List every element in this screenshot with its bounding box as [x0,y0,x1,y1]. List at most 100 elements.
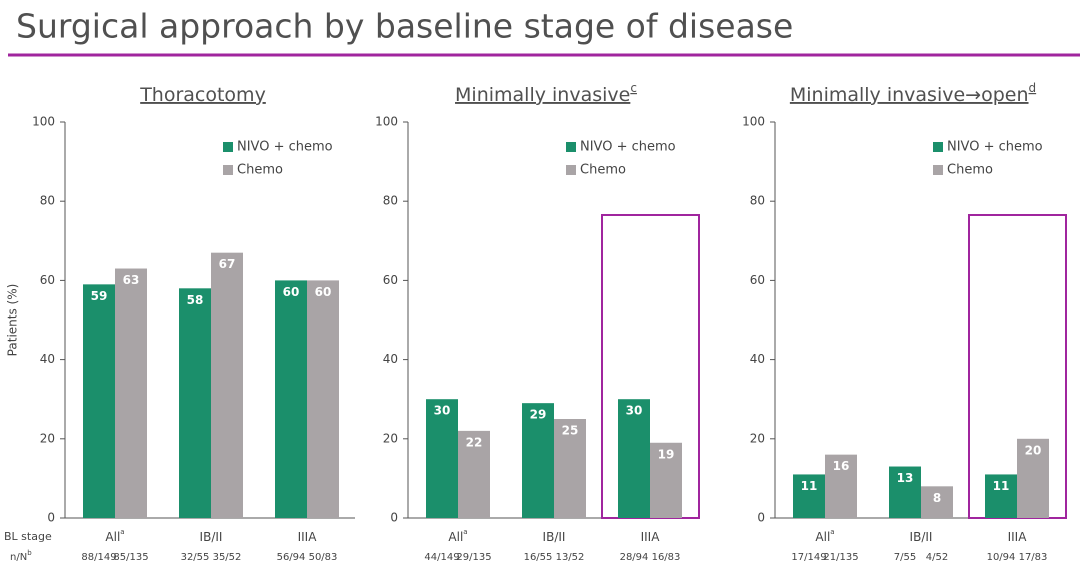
count-label: 13/52 [556,552,585,563]
legend-label: NIVO + chemo [580,140,676,155]
value-label: 59 [91,289,108,303]
y-tick-label: 20 [383,431,398,445]
value-label: 20 [1025,443,1042,457]
y-tick-label: 40 [383,352,398,366]
bar [83,284,115,518]
panel-title-text: Thoracotomy [139,84,266,106]
count-label: 10/94 [987,552,1016,563]
y-tick-label: 40 [750,352,765,366]
value-label: 60 [283,285,300,299]
bar [921,486,953,518]
value-label: 58 [187,293,204,307]
y-tick-label: 0 [390,511,398,525]
bar [426,399,458,518]
panel-title: Minimally invasivec [455,81,637,106]
bar [889,466,921,518]
y-tick-label: 100 [375,115,398,129]
legend-swatch [933,165,943,175]
value-label: 63 [123,273,140,287]
bar [458,430,490,518]
y-tick-label: 0 [47,511,55,525]
y-tick-label: 80 [383,194,398,208]
legend-swatch [223,165,233,175]
value-label: 16 [833,459,850,473]
bar [985,474,1017,518]
x-tick-label: IIIA [1008,530,1028,544]
y-tick-label: 60 [750,273,765,287]
y-axis-label: Patients (%) [6,284,20,357]
value-label: 19 [658,447,675,461]
legend-swatch [933,142,943,152]
value-label: 11 [993,479,1010,493]
value-label: 11 [801,479,818,493]
y-tick-label: 100 [32,115,55,129]
value-label: 67 [219,257,236,271]
value-label: 22 [466,435,483,449]
value-label: 60 [315,285,332,299]
x-tick-label: IB/II [543,530,566,544]
count-label: 17/149 [791,552,826,563]
x-tick-label: IIIA [298,530,318,544]
x-tick-label-text: All [448,530,463,544]
x-tick-label-text: All [815,530,830,544]
count-label: 16/55 [524,552,553,563]
count-label: 44/149 [424,552,459,563]
count-label: 50/83 [309,552,338,563]
panel-title-text: Minimally invasive→open [790,84,1029,106]
legend-label: NIVO + chemo [237,140,333,155]
x-tick-label-text: All [105,530,120,544]
x-tick-label-text: IIIA [641,530,661,544]
bar [618,399,650,518]
legend-label: Chemo [237,163,283,178]
count-label: 35/52 [213,552,242,563]
value-label: 29 [530,408,547,422]
bar [179,288,211,518]
panel-title-text: Minimally invasive [455,84,630,106]
count-label: 17/83 [1019,552,1048,563]
count-label: 56/94 [277,552,306,563]
x-tick-label-text: IIIA [1008,530,1028,544]
bar [1017,438,1049,518]
count-label: 7/55 [894,552,916,563]
x-tick-label: IB/II [200,530,223,544]
legend-label: Chemo [580,163,626,178]
count-label: 88/149 [81,552,116,563]
x-tick-label-text: IB/II [910,530,933,544]
x-tick-label-text: IB/II [543,530,566,544]
bar [307,280,339,518]
y-tick-label: 80 [40,194,55,208]
y-tick-label: 80 [750,194,765,208]
value-label: 30 [434,404,451,418]
footnote-mark: a [120,528,124,536]
count-label: 28/94 [620,552,649,563]
footnote-mark: a [463,528,467,536]
y-tick-label: 20 [40,431,55,445]
count-label: 29/135 [456,552,491,563]
panel-title: Thoracotomy [139,84,266,106]
y-tick-label: 20 [750,431,765,445]
x-tick-label: Alla [105,528,124,544]
legend-swatch [223,142,233,152]
value-label: 30 [626,404,643,418]
legend-swatch [566,142,576,152]
bar [522,403,554,518]
x-tick-label: IB/II [910,530,933,544]
bar [275,280,307,518]
x-tick-label-text: IIIA [298,530,318,544]
x-tick-label: Alla [815,528,834,544]
value-label: 13 [897,471,914,485]
bar [793,474,825,518]
panel-title: Minimally invasive→opend [790,81,1036,106]
row-label: n/Nb [10,549,32,563]
row-label: BL stage [4,530,52,543]
bar [211,252,243,518]
bar [115,268,147,518]
y-tick-label: 60 [40,273,55,287]
y-tick-label: 60 [383,273,398,287]
count-label: 85/135 [113,552,148,563]
row-label-text: n/N [10,552,27,563]
legend-label: NIVO + chemo [947,140,1043,155]
footnote-mark: c [630,81,637,95]
y-tick-label: 100 [742,115,765,129]
